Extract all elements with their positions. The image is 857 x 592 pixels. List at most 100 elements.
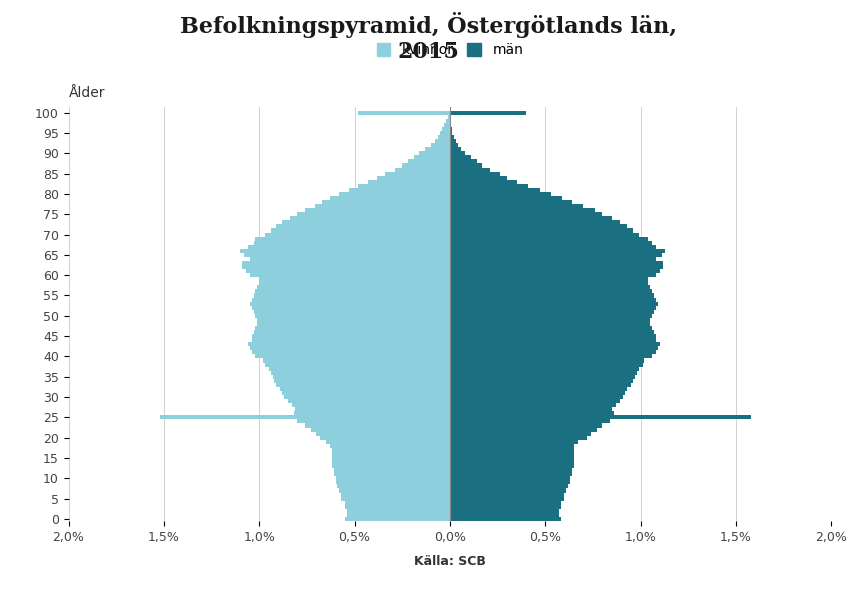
Bar — [450, 411, 614, 416]
Bar — [252, 305, 450, 310]
Bar — [294, 411, 450, 416]
Bar — [450, 244, 656, 249]
Bar — [450, 269, 660, 273]
Bar — [450, 444, 574, 448]
Bar — [450, 419, 610, 423]
Bar — [450, 375, 635, 379]
Bar — [450, 472, 572, 477]
Bar — [332, 464, 450, 468]
Bar — [450, 237, 648, 240]
Bar — [450, 513, 559, 517]
Bar — [249, 301, 450, 305]
Bar — [242, 265, 450, 269]
Bar — [297, 419, 450, 423]
Bar — [277, 383, 450, 387]
Bar — [274, 379, 450, 383]
Bar — [450, 395, 623, 399]
Bar — [450, 366, 638, 371]
Bar — [450, 452, 574, 456]
Bar — [450, 155, 470, 159]
Bar — [425, 147, 450, 151]
Bar — [277, 224, 450, 229]
Bar — [450, 440, 578, 444]
Bar — [347, 513, 450, 517]
Bar — [341, 497, 450, 501]
Bar — [450, 176, 507, 180]
Bar — [450, 305, 656, 310]
Bar — [450, 253, 662, 257]
Bar — [450, 505, 560, 509]
Bar — [450, 298, 656, 301]
Bar — [450, 224, 627, 229]
Bar — [450, 416, 752, 419]
Bar — [450, 497, 564, 501]
Bar — [444, 123, 450, 127]
Bar — [269, 366, 450, 371]
Bar — [244, 253, 450, 257]
Bar — [450, 509, 559, 513]
Text: Befolkningspyramid, Östergötlands län,
2015: Befolkningspyramid, Östergötlands län, 2… — [180, 12, 677, 63]
Bar — [450, 488, 566, 493]
Bar — [252, 298, 450, 301]
Bar — [450, 180, 517, 184]
Bar — [450, 318, 650, 322]
Bar — [450, 204, 584, 208]
Bar — [345, 517, 450, 521]
X-axis label: Källa: SCB: Källa: SCB — [414, 555, 486, 568]
Bar — [450, 403, 616, 407]
Bar — [450, 184, 528, 188]
Text: Ålder: Ålder — [69, 86, 105, 101]
Bar — [450, 273, 656, 277]
Bar — [305, 208, 450, 212]
Bar — [336, 480, 450, 484]
Bar — [450, 480, 570, 484]
Bar — [450, 423, 602, 427]
Bar — [450, 111, 526, 115]
Bar — [450, 391, 626, 395]
Bar — [450, 233, 638, 237]
Bar — [254, 330, 450, 334]
Bar — [271, 229, 450, 233]
Legend: kvinnor, män: kvinnor, män — [373, 39, 527, 61]
Bar — [255, 289, 450, 294]
Bar — [282, 220, 450, 224]
Bar — [252, 334, 450, 338]
Bar — [377, 176, 450, 180]
Bar — [248, 244, 450, 249]
Bar — [347, 509, 450, 513]
Bar — [450, 371, 637, 375]
Bar — [450, 301, 658, 305]
Bar — [450, 330, 654, 334]
Bar — [450, 265, 663, 269]
Bar — [450, 456, 574, 460]
Bar — [254, 294, 450, 298]
Bar — [345, 501, 450, 505]
Bar — [265, 362, 450, 366]
Bar — [249, 346, 450, 350]
Bar — [450, 464, 574, 468]
Bar — [338, 484, 450, 488]
Bar — [450, 229, 633, 233]
Bar — [249, 257, 450, 261]
Bar — [450, 383, 631, 387]
Bar — [439, 135, 450, 139]
Bar — [273, 375, 450, 379]
Bar — [450, 310, 654, 314]
Bar — [448, 115, 450, 119]
Bar — [442, 127, 450, 131]
Bar — [450, 220, 620, 224]
Bar — [333, 468, 450, 472]
Bar — [358, 184, 450, 188]
Bar — [450, 379, 633, 383]
Bar — [280, 387, 450, 391]
Bar — [450, 168, 490, 172]
Bar — [265, 233, 450, 237]
Bar — [450, 427, 596, 432]
Bar — [402, 163, 450, 168]
Bar — [291, 403, 450, 407]
Bar — [315, 204, 450, 208]
Bar — [450, 249, 665, 253]
Bar — [408, 159, 450, 163]
Bar — [450, 216, 612, 220]
Bar — [450, 208, 595, 212]
